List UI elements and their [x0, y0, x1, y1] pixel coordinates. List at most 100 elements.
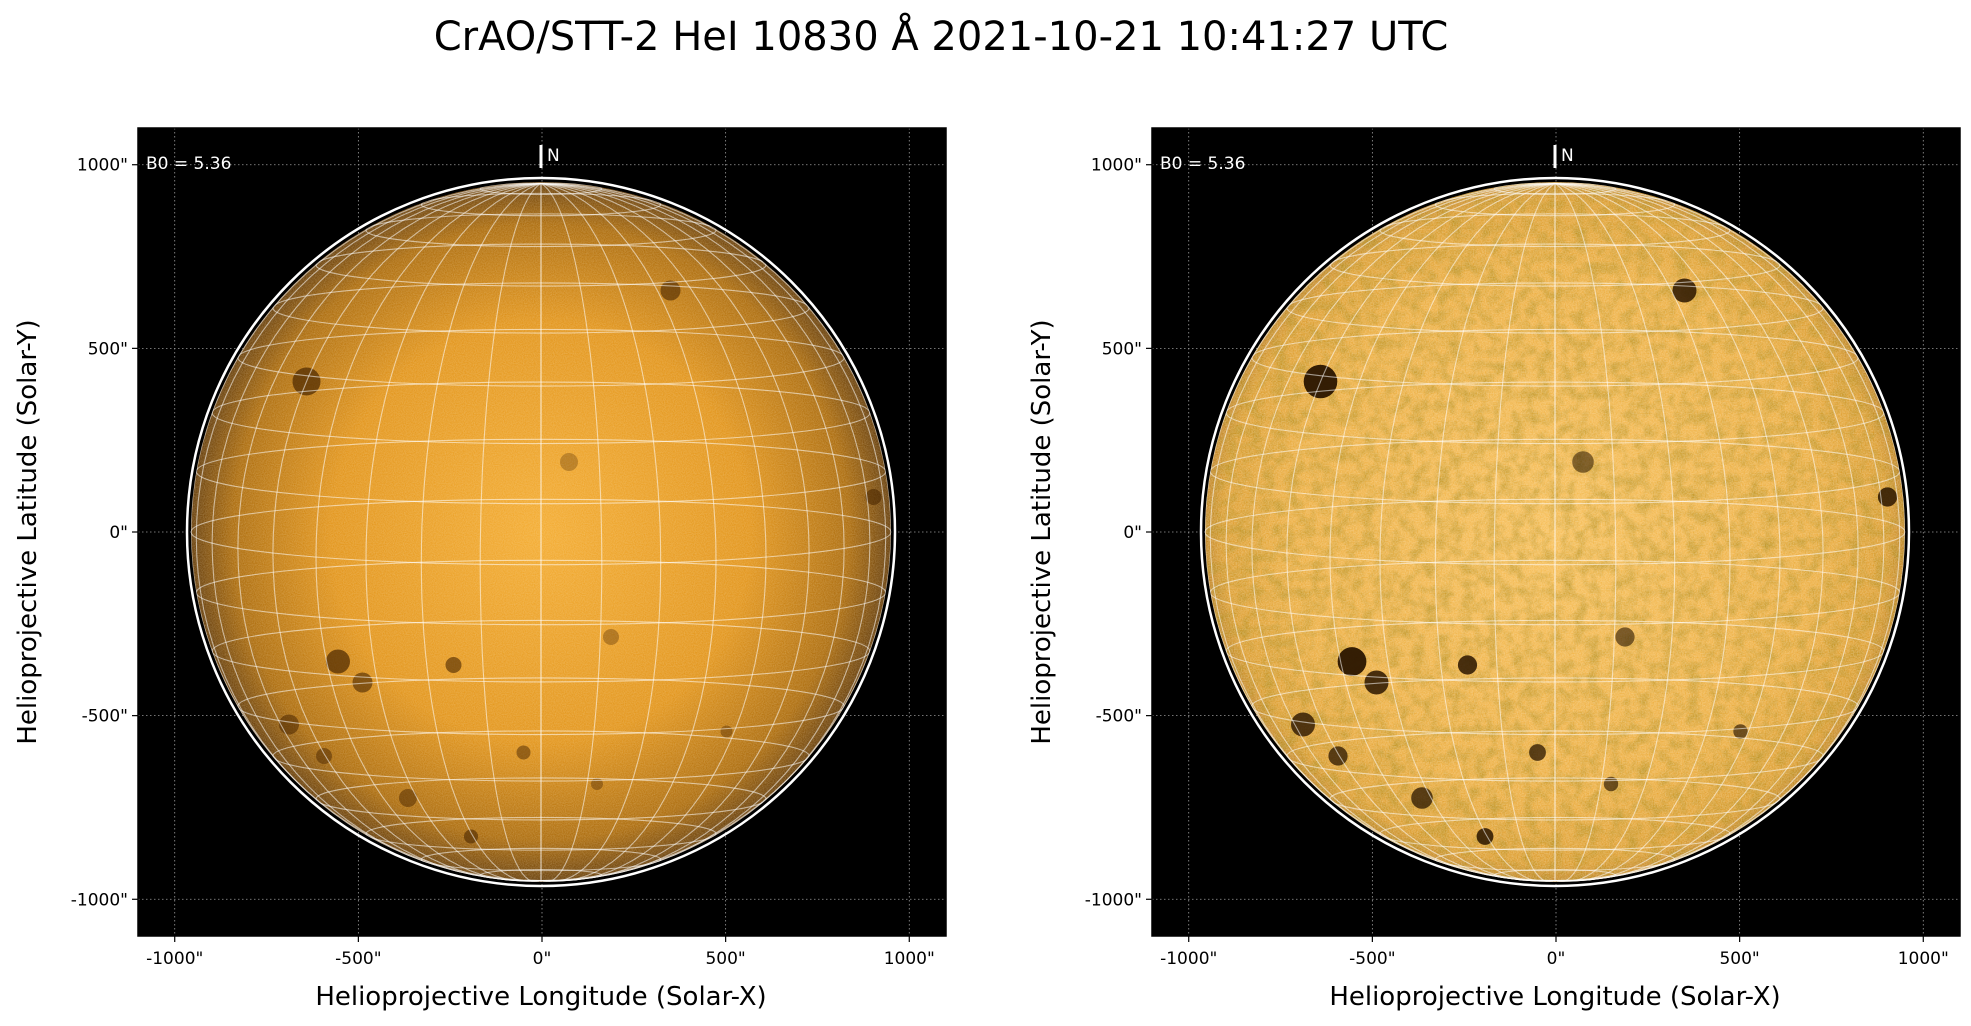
latitude-line — [315, 777, 767, 821]
longitude-line — [365, 182, 542, 882]
y-tick-label: 500" — [88, 339, 128, 359]
x-axis-label-right: Helioprojective Longitude (Solar-X) — [1329, 982, 1780, 1012]
x-tick-label: 1000" — [1898, 949, 1949, 969]
dark-feature — [660, 280, 681, 301]
dark-feature — [1672, 278, 1697, 303]
y-tick-label: 500" — [1102, 339, 1142, 359]
y-tick-label: -1000" — [1085, 890, 1142, 910]
dark-feature — [248, 305, 260, 318]
dark-feature — [1457, 655, 1478, 675]
y-tick-label: 0" — [1123, 523, 1142, 543]
latitude-line — [420, 192, 662, 217]
latitude-line — [315, 243, 767, 287]
longitude-line — [420, 182, 542, 882]
latitude-line — [1286, 282, 1824, 334]
dark-feature — [865, 489, 882, 505]
latitude-line — [211, 619, 871, 683]
longitude-line — [1493, 183, 1556, 882]
longitude-line — [195, 182, 542, 882]
frame-grid-right — [1152, 128, 1960, 936]
axis-ticks-right: -1000" 1000" -500" 500" 0" 0" 500" -500" 1000" -1… — [1085, 156, 1949, 969]
longitude-line — [1286, 182, 1556, 882]
longitude-line — [479, 183, 542, 882]
longitude-line — [1554, 183, 1617, 882]
latitude-line — [1329, 243, 1781, 287]
dark-feature — [720, 725, 733, 738]
latitude-line — [420, 847, 662, 872]
y-tick-label: 1000" — [77, 156, 128, 176]
longitude-line — [1329, 182, 1556, 882]
longitude-line — [1225, 182, 1556, 882]
longitude-line — [315, 182, 542, 882]
dark-feature — [1615, 627, 1635, 647]
latitude-line — [1225, 619, 1885, 683]
dark-feature — [1603, 776, 1619, 792]
dark-feature — [1328, 746, 1348, 766]
longitude-line — [540, 182, 871, 882]
x-tick-label: -500" — [335, 949, 381, 969]
x-tick-label: -1000" — [1160, 949, 1217, 969]
y-tick-label: -500" — [1096, 707, 1142, 727]
latitude-line — [1329, 777, 1781, 821]
longitude-line — [1379, 182, 1556, 882]
longitude-line — [1205, 182, 1556, 882]
b0-label-right: B0 = 5.36 — [1160, 154, 1245, 174]
latitude-line — [1225, 381, 1885, 445]
y-tick-label: 0" — [109, 523, 128, 543]
latitude-line — [1379, 816, 1731, 851]
y-axis-label-left: Helioprojective Latitude (Solar-Y) — [13, 319, 43, 744]
latitude-line — [195, 559, 887, 626]
solar-limb-left — [185, 176, 897, 888]
latitude-line — [1379, 213, 1731, 248]
latitude-line — [1209, 559, 1901, 626]
dark-feature — [1877, 487, 1898, 507]
dark-feature — [1303, 364, 1338, 399]
latitude-line — [365, 213, 717, 248]
plot-frame-left — [138, 128, 946, 936]
latitude-line — [1209, 438, 1901, 505]
latitude-line — [191, 498, 891, 566]
longitude-line — [237, 182, 542, 882]
dark-feature — [1337, 647, 1367, 676]
longitude-line — [1554, 182, 1731, 882]
dark-feature — [352, 672, 373, 693]
longitude-line — [191, 182, 542, 882]
dark-features-left — [248, 280, 882, 844]
longitude-line — [540, 183, 603, 882]
longitude-line — [540, 182, 767, 882]
axis-ticks-left: -1000" 1000" -500" 500" 0" 0" 500" -500" 1000" -1… — [71, 156, 935, 969]
dark-feature — [279, 714, 299, 735]
latitude-line — [1434, 847, 1676, 872]
longitude-line — [211, 182, 542, 882]
longitude-line — [1554, 182, 1901, 882]
y-tick-label: -1000" — [71, 890, 128, 910]
y-tick-label: 1000" — [1091, 156, 1142, 176]
latitude-line — [1251, 328, 1859, 387]
longitude-line — [540, 182, 717, 882]
y-axis-label-right: Helioprojective Latitude (Solar-Y) — [1027, 319, 1057, 744]
solar-disk-left — [191, 182, 891, 882]
x-tick-label: -500" — [1349, 949, 1395, 969]
stonyhurst-grid-left — [191, 182, 891, 882]
longitude-line — [1434, 182, 1556, 882]
latitude-line — [479, 182, 603, 196]
b0-label-left: B0 = 5.36 — [146, 154, 231, 174]
x-tick-label: 0" — [1547, 949, 1566, 969]
latitude-line — [1286, 730, 1824, 782]
longitude-line — [1554, 182, 1885, 882]
dark-feature — [560, 453, 578, 471]
latitude-line — [195, 438, 887, 505]
dark-feature — [1529, 744, 1546, 761]
y-tick-label: -500" — [82, 707, 128, 727]
plot-frame-right — [1152, 128, 1960, 936]
dark-feature — [1476, 828, 1494, 845]
latitude-line — [237, 677, 845, 736]
longitude-line — [1554, 182, 1781, 882]
longitude-line — [540, 182, 810, 882]
latitude-line — [1434, 192, 1676, 217]
dark-feature — [1411, 787, 1433, 809]
longitude-line — [1251, 182, 1556, 882]
dark-features-right — [1260, 278, 1898, 845]
